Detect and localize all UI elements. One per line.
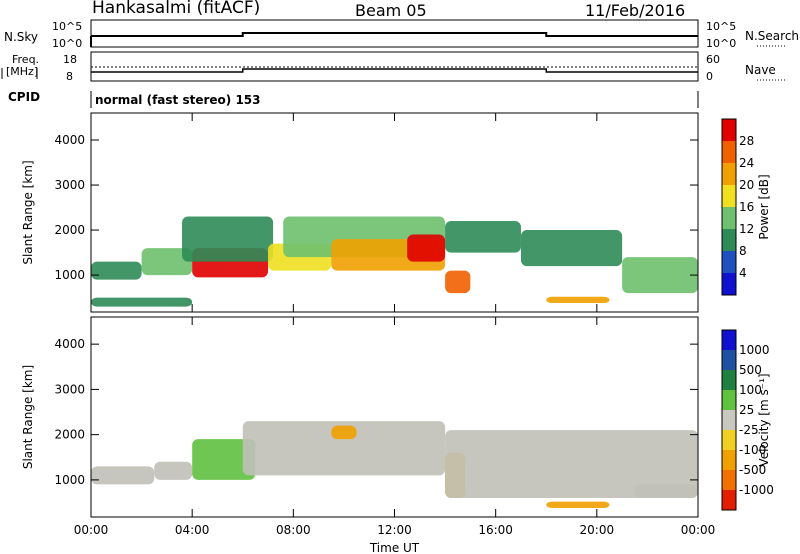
colorbar-tick-label: 4 (739, 266, 747, 280)
y-tick-label: 4000 (54, 337, 85, 351)
colorbar-segment (722, 470, 736, 491)
data-region (520, 230, 623, 267)
data-region (242, 421, 446, 476)
nave-label: Nave (745, 63, 776, 77)
colorbar-segment (722, 207, 736, 230)
colorbar-tick-label: 12 (739, 222, 754, 236)
colorbar-tick-label: 28 (739, 134, 754, 148)
colorbar-tick-label: 25 (739, 403, 754, 417)
x-tick-label: 12:00 (377, 523, 412, 537)
y-tick-label: 3000 (54, 178, 85, 192)
data-region (91, 466, 155, 485)
nsearch-tick-bottom: 10^0 (706, 37, 737, 50)
colorbar-segment (722, 229, 736, 252)
plot-area-0 (91, 113, 698, 312)
y-tick-label: 1000 (54, 473, 85, 487)
y-tick-label: 4000 (54, 133, 85, 147)
colorbar-tick-label: -25 (739, 423, 759, 437)
y-tick-label: 2000 (54, 223, 85, 237)
colorbar-segment (722, 450, 736, 471)
data-region (546, 501, 610, 508)
y-axis-label: Slant Range [km] (21, 365, 35, 469)
data-region (445, 430, 698, 498)
date-title: 11/Feb/2016 (585, 1, 686, 20)
nave-tick-top: 60 (706, 53, 720, 66)
colorbar-segment (722, 119, 736, 142)
colorbar-segment (722, 273, 736, 296)
data-region (634, 484, 698, 498)
colorbar-tick-label: 20 (739, 178, 754, 192)
station-title: Hankasalmi (fitACF) (92, 0, 261, 18)
data-region (141, 248, 193, 276)
x-tick-label: 20:00 (580, 523, 615, 537)
colorbar-segment (722, 141, 736, 164)
x-tick-label: 08:00 (276, 523, 311, 537)
data-region (331, 425, 357, 440)
freq-line (91, 68, 698, 73)
colorbar-tick-label: 100 (739, 383, 762, 397)
nsky-tick-top: 10^5 (52, 20, 83, 33)
nsearch-tick-top: 10^5 (706, 20, 737, 33)
freq-tick-bottom: 8 (66, 70, 73, 83)
data-region (91, 297, 193, 307)
beam-title: Beam 05 (355, 1, 427, 20)
colorbar-segment (722, 330, 736, 351)
freq-tick-top: 18 (63, 53, 77, 66)
x-tick-label: 04:00 (175, 523, 210, 537)
data-region (445, 221, 521, 253)
x-axis-label: Time UT (369, 541, 420, 554)
nave-tick-bottom: 0 (706, 70, 713, 83)
colorbar-frame (721, 118, 737, 296)
nsearch-label: N.Search (745, 29, 800, 43)
colorbar-label: Velocity [m s⁻¹] (757, 373, 771, 466)
data-region (407, 234, 446, 262)
colorbar-segment (722, 390, 736, 411)
freq-panel (90, 51, 699, 82)
colorbar-segment (722, 350, 736, 371)
y-tick-label: 2000 (54, 428, 85, 442)
data-region (154, 461, 193, 480)
y-tick-label: 3000 (54, 382, 85, 396)
colorbar-segment (722, 490, 736, 511)
data-region (91, 261, 142, 280)
cpid-text: normal (fast stereo) 153 (95, 93, 261, 107)
colorbar-tick-label: -500 (739, 463, 766, 477)
nsky-panel (90, 19, 699, 48)
colorbar-label: Power [dB] (757, 174, 771, 239)
colorbar-tick-label: 8 (739, 244, 747, 258)
data-region (622, 257, 698, 294)
nsky-tick-bottom: 10^0 (52, 37, 83, 50)
x-tick-label: 16:00 (478, 523, 513, 537)
x-tick-label: 00:00 (74, 523, 109, 537)
colorbar-segment (722, 410, 736, 431)
colorbar-tick-label: -1000 (739, 483, 774, 497)
data-region (445, 270, 471, 294)
y-axis-label: Slant Range [km] (21, 160, 35, 264)
colorbar-tick-label: 1000 (739, 343, 770, 357)
cpid-label: CPID (8, 90, 41, 104)
colorbar-tick-label: 16 (739, 200, 754, 214)
colorbar-tick-label: 24 (739, 156, 754, 170)
colorbar-tick-label: 500 (739, 363, 762, 377)
colorbar-segment (722, 370, 736, 391)
colorbar-segment (722, 185, 736, 208)
data-region (546, 296, 610, 303)
colorbar-tick-label: -100 (739, 443, 766, 457)
freq-label-2: [MHz] (6, 65, 39, 78)
freq-label-1: Freq. (12, 53, 40, 66)
data-region (192, 439, 256, 480)
colorbar-segment (722, 163, 736, 186)
y-tick-label: 1000 (54, 268, 85, 282)
x-tick-label: 00:00 (681, 523, 716, 537)
colorbar-segment (722, 251, 736, 274)
nsky-line (91, 32, 698, 37)
colorbar-segment (722, 430, 736, 451)
data-region (182, 216, 274, 262)
colorbar-frame (721, 329, 737, 511)
nsky-label: N.Sky (4, 30, 39, 44)
